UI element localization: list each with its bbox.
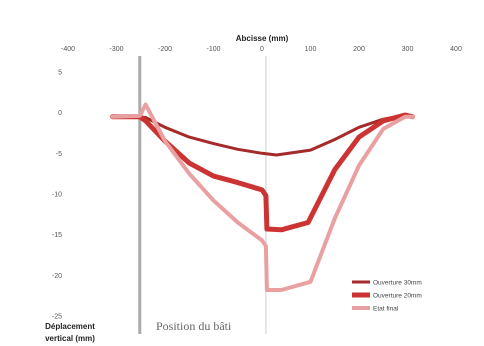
y-tick-label: -5 [56,151,62,158]
x-axis-title: Abcisse (mm) [236,34,289,43]
x-tick-label: 100 [305,46,317,53]
legend-label: Ouverture 30mm [373,279,422,286]
x-tick-label: -300 [109,46,123,53]
series-line-3 [110,102,415,292]
y-tick-label: 5 [58,70,62,77]
x-tick-label: -200 [158,46,172,53]
legend-label: Etat final [373,305,399,312]
x-tick-label: 300 [402,46,414,53]
legend: Ouverture 30mm Ouverture 20mm Etat final [352,279,422,312]
y-tick-label: -15 [52,232,62,239]
y-axis-title-line-1: Déplacement [45,322,95,331]
y-tick-label: -25 [52,314,62,321]
x-tick-label: 0 [260,46,264,53]
annotation-position-du-bati: Position du bâti [156,319,232,333]
y-tick-label: -20 [52,273,62,280]
y-axis-title-line-2: vertical (mm) [45,334,95,343]
series-line-2 [110,112,415,233]
legend-label: Ouverture 20mm [373,292,422,299]
y-tick-label: 0 [58,110,62,117]
x-tick-label: 200 [353,46,365,53]
x-tick-label: -100 [206,46,220,53]
y-tick-label: -10 [52,192,62,199]
x-tick-label: -400 [61,46,75,53]
x-tick-label: 400 [450,46,462,53]
